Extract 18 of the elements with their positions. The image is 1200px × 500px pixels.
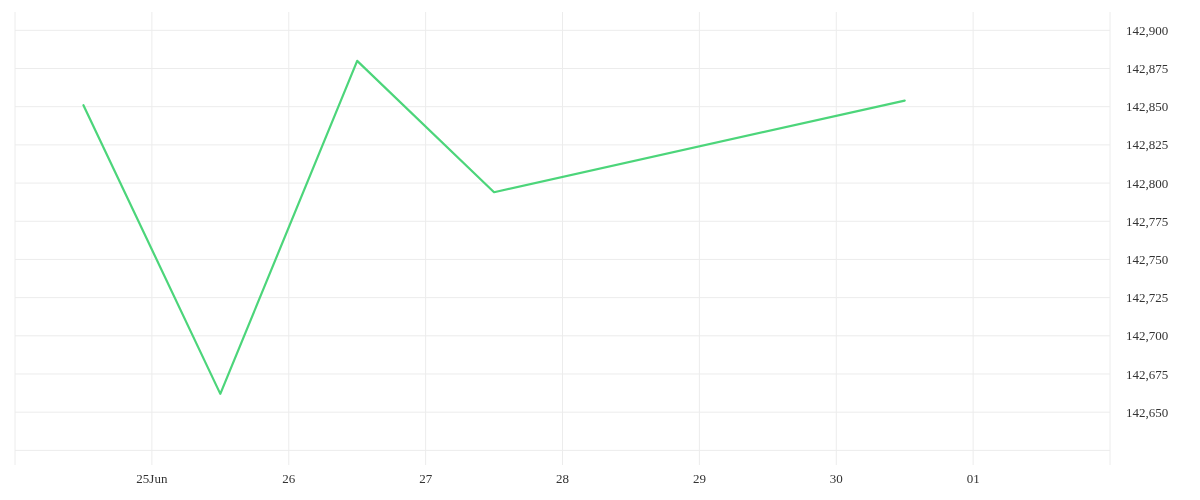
x-tick-label: 01 [966, 471, 980, 486]
y-tick-label: 142,900 [1126, 22, 1169, 38]
y-tick-label: 142,800 [1126, 175, 1169, 191]
x-tick-label: 25Jun [136, 471, 168, 486]
y-tick-label: 142,700 [1126, 328, 1169, 344]
y-tick-label: 142,650 [1126, 404, 1169, 420]
x-tick-label: 29 [692, 471, 706, 486]
y-tick-label: 142,725 [1126, 290, 1169, 306]
y-tick-label: 142,850 [1126, 99, 1169, 115]
y-tick-label: 142,775 [1126, 213, 1169, 229]
y-tick-label: 142,750 [1126, 251, 1169, 267]
y-tick-label: 142,825 [1126, 137, 1169, 153]
x-tick-label: 27 [419, 471, 433, 486]
x-tick-label: 28 [556, 471, 569, 486]
x-tick-label: 30 [829, 471, 843, 486]
y-tick-label: 142,875 [1126, 61, 1169, 77]
y-tick-label: 142,675 [1126, 366, 1169, 382]
x-tick-label: 26 [282, 471, 296, 486]
